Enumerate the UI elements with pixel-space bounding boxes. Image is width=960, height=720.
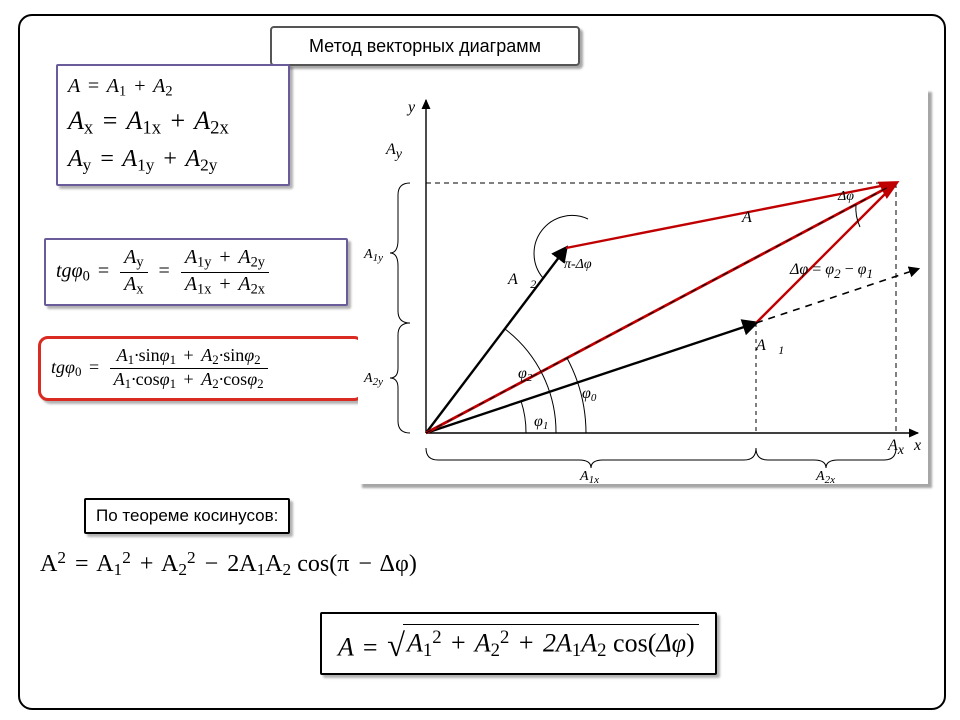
svg-text:A1y: A1y <box>363 247 383 264</box>
svg-text:A2y: A2y <box>363 371 383 388</box>
eq-sum-3: Ay = A1y + A2y <box>68 142 278 177</box>
box-tg-sincos: tgφ0 = A1·sinφ1 + A2·sinφ2 A1·cosφ1 + A2… <box>38 336 364 401</box>
eq-cos-expanded: A2 = A12 + A22 − 2A1A2 cos(π − Δφ) <box>40 548 417 580</box>
svg-text:Δφ: Δφ <box>837 189 854 204</box>
svg-text:x: x <box>913 437 921 454</box>
title-text: Метод векторных диаграмм <box>309 36 541 57</box>
svg-text:φ2: φ2 <box>518 365 533 384</box>
box-tg-ratio: tgφ0 = AyAx = A1y + A2y A1x + A2x <box>44 238 348 306</box>
svg-text:A⃗: A⃗ <box>741 209 764 226</box>
box-final-eq: A = √ A12 + A22 + 2A1A2 cos(Δφ) <box>320 612 717 675</box>
eq-tg1: tgφ0 = AyAx = A1y + A2y A1x + A2x <box>56 260 272 282</box>
eq-sum-1: A = A1 + A2 <box>68 72 278 102</box>
svg-text:A2x: A2x <box>815 469 835 484</box>
title-box: Метод векторных диаграмм <box>270 26 580 66</box>
svg-text:Ay: Ay <box>385 141 403 162</box>
svg-text:Ax: Ax <box>887 437 905 458</box>
box-vector-sum: A = A1 + A2 Ax = A1x + A2x Ay = A1y + A2… <box>56 64 290 186</box>
eq-sum-2: Ax = A1x + A2x <box>68 102 278 142</box>
svg-text:A⃗1: A⃗1 <box>755 337 784 357</box>
vector-diagram: x y <box>358 88 928 484</box>
slide: Метод векторных диаграмм A = A1 + A2 Ax … <box>0 0 960 720</box>
diagram-svg: x y <box>358 88 928 484</box>
svg-text:A⃗2: A⃗2 <box>507 271 536 291</box>
svg-text:φ0: φ0 <box>582 385 597 404</box>
cosines-label-text: По теореме косинусов: <box>96 506 278 525</box>
svg-text:y: y <box>406 99 416 116</box>
eq-tg2: tgφ0 = A1·sinφ1 + A2·sinφ2 A1·cosφ1 + A2… <box>51 357 271 377</box>
svg-text:φ1: φ1 <box>534 413 548 432</box>
box-cosines-label: По теореме косинусов: <box>84 498 290 534</box>
svg-text:π-Δφ: π-Δφ <box>564 257 592 272</box>
svg-text:A1x: A1x <box>579 469 599 484</box>
